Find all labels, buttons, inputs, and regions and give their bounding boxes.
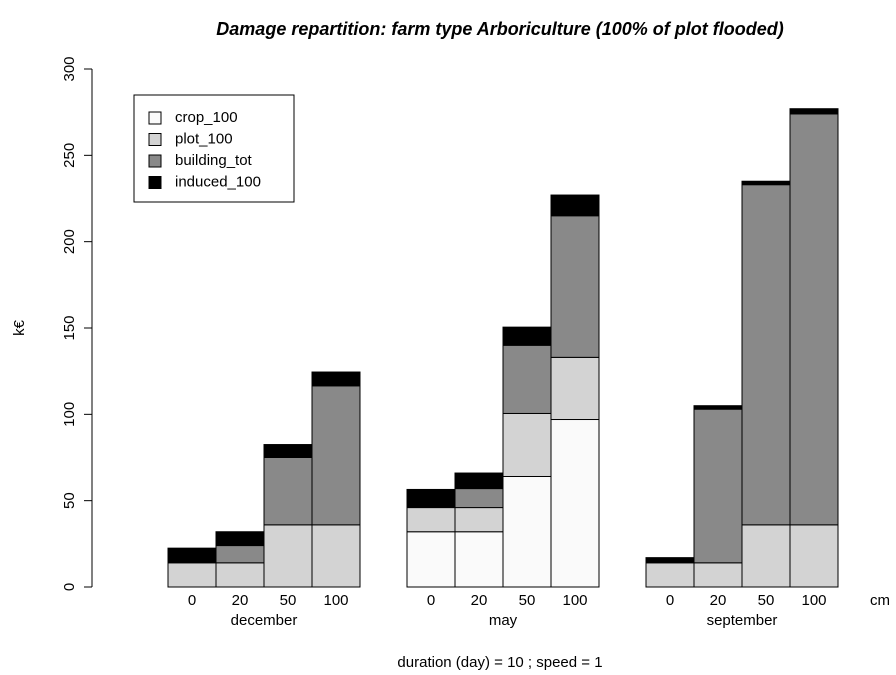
bar-segment (454, 488, 504, 509)
bar-segment (741, 184, 791, 526)
legend-label: crop_100 (175, 109, 238, 126)
bar-segment (454, 531, 504, 588)
bar-segment (741, 180, 791, 186)
bar-segment (693, 405, 743, 410)
bar-segment (215, 562, 265, 588)
x-axis-title: duration (day) = 10 ; speed = 1 (397, 654, 602, 671)
x-tick-label: 20 (710, 592, 727, 609)
x-tick-label: 50 (519, 592, 536, 609)
x-tick-label: 50 (280, 592, 297, 609)
bar-segment (311, 371, 361, 387)
legend-swatch (148, 133, 162, 146)
bar-segment (789, 113, 839, 526)
bar-segment (406, 488, 456, 509)
x-tick-label: 20 (471, 592, 488, 609)
x-unit-label: cm (870, 592, 890, 609)
bar-segment (645, 557, 695, 564)
group-label: may (489, 612, 518, 629)
bar-segment (311, 385, 361, 526)
bar-segment (167, 562, 217, 588)
bar-segment (502, 344, 552, 414)
group-label: september (707, 612, 778, 629)
x-tick-label: 100 (562, 592, 587, 609)
legend-label: plot_100 (175, 130, 233, 147)
x-tick-label: 20 (232, 592, 249, 609)
bar-segment (550, 215, 600, 358)
bar-segment (550, 194, 600, 217)
legend-swatch (148, 176, 162, 189)
bar-segment (550, 356, 600, 421)
x-tick-label: 100 (801, 592, 826, 609)
bar-segment (645, 562, 695, 588)
y-tick-label: 150 (61, 315, 78, 340)
bar-segment (693, 562, 743, 588)
bar-segment (693, 408, 743, 564)
x-tick-label: 0 (188, 592, 196, 609)
bar-segment (789, 108, 839, 115)
bar-segment (406, 531, 456, 588)
x-tick-label: 100 (323, 592, 348, 609)
y-tick-label: 300 (61, 56, 78, 81)
x-tick-label: 0 (427, 592, 435, 609)
chart-title: Damage repartition: farm type Arboricult… (216, 19, 783, 39)
bar-segment (215, 545, 265, 564)
y-tick-label: 200 (61, 229, 78, 254)
y-axis-title: k€ (11, 319, 28, 336)
x-tick-label: 0 (666, 592, 674, 609)
bar-segment (311, 524, 361, 588)
bar-segment (263, 524, 313, 588)
bar-segment (502, 326, 552, 346)
legend-swatch (148, 111, 162, 125)
bar-segment (502, 475, 552, 588)
y-tick-label: 50 (61, 492, 78, 509)
y-tick-label: 250 (61, 143, 78, 168)
bar-segment (789, 524, 839, 588)
x-tick-label: 50 (758, 592, 775, 609)
bar-segment (406, 507, 456, 533)
bar-segment (263, 444, 313, 458)
group-label: december (231, 612, 298, 629)
bar-segment (502, 412, 552, 477)
y-tick-label: 100 (61, 402, 78, 427)
bar-segment (454, 472, 504, 490)
bar-segment (263, 457, 313, 526)
bar-segment (454, 507, 504, 533)
legend-label: induced_100 (175, 173, 261, 190)
legend-label: building_tot (175, 152, 253, 169)
bar-segment (741, 524, 791, 588)
y-tick-label: 0 (61, 583, 78, 591)
bar-segment (550, 419, 600, 588)
bar-segment (215, 531, 265, 547)
legend-swatch (148, 154, 162, 168)
bar-segment (167, 547, 217, 564)
